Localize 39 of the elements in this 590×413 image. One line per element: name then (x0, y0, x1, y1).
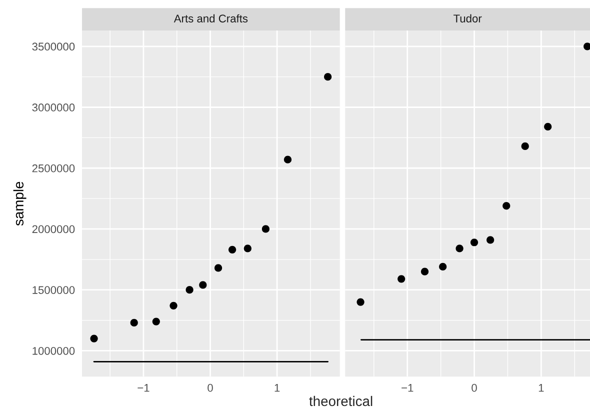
chart-title: Tudor (454, 14, 482, 22)
point (244, 244, 252, 252)
point (90, 334, 98, 342)
point (398, 275, 406, 283)
point (324, 73, 332, 81)
point (521, 142, 529, 150)
point (214, 264, 222, 272)
x-tick-label: 1 (538, 384, 544, 392)
chart-title: Arts and Crafts (174, 14, 248, 22)
x-tick-label: −1 (402, 384, 414, 392)
point (284, 156, 292, 164)
y-tick-label: 2500000 (32, 164, 75, 172)
point (186, 286, 194, 294)
point (130, 318, 138, 327)
point (470, 238, 478, 246)
x-tick-label: 0 (472, 384, 477, 392)
point (420, 268, 429, 276)
point (356, 298, 364, 306)
point (502, 202, 510, 210)
y-tick-label: 1500000 (32, 286, 75, 294)
y-axis-title: sample (13, 182, 26, 226)
point (152, 318, 160, 326)
point (584, 42, 590, 50)
point (439, 262, 447, 271)
x-axis-title: theoretical (309, 396, 372, 406)
x-tick-label: −1 (138, 384, 150, 392)
y-tick-label: 3500000 (32, 42, 75, 51)
y-tick-label: 1000000 (32, 346, 75, 355)
y-tick-label: 2000000 (32, 225, 75, 234)
point (486, 236, 494, 244)
point (228, 246, 236, 254)
x-tick-label: 0 (208, 384, 213, 392)
x-tick-label: 1 (274, 384, 280, 392)
point (456, 244, 464, 252)
point (170, 302, 178, 310)
point (199, 281, 207, 289)
y-tick-label: 3000000 (32, 104, 75, 112)
point (544, 122, 552, 131)
point (262, 225, 270, 233)
